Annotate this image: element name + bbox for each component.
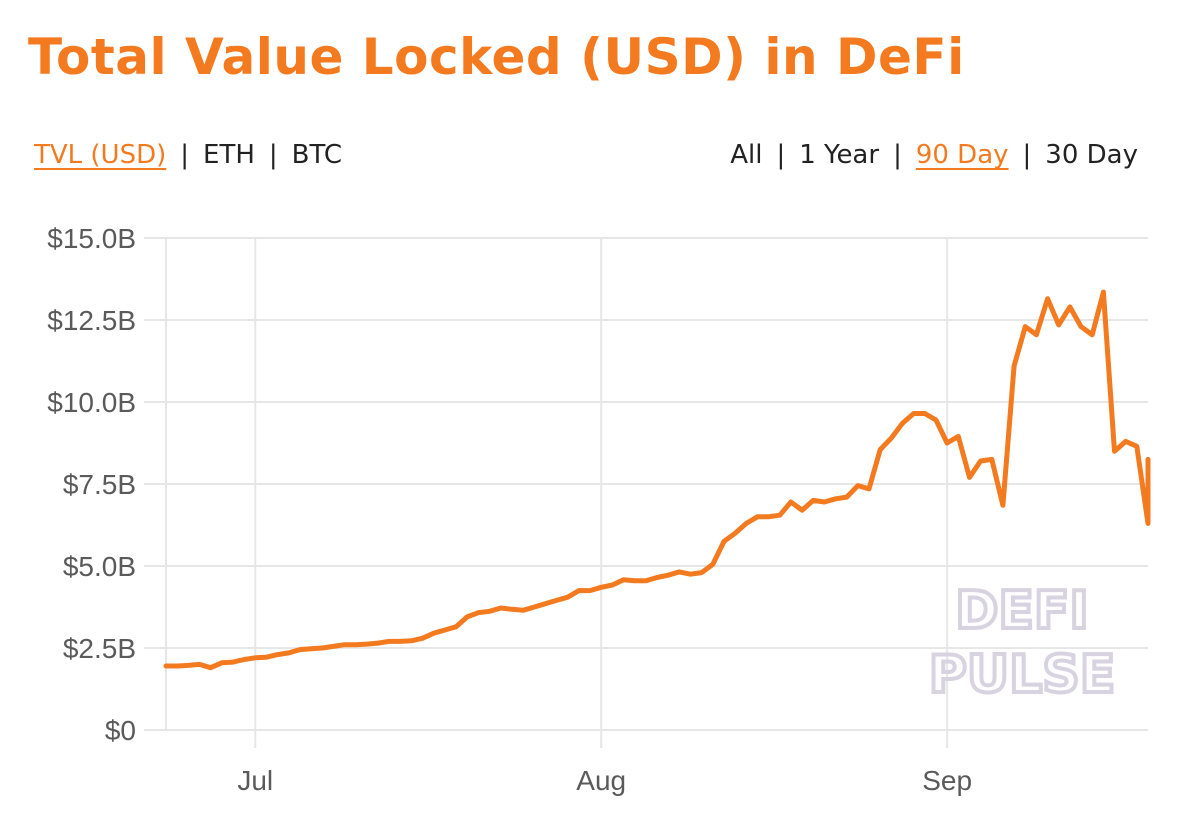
x-tick-label: Jul bbox=[237, 765, 273, 796]
unit-option-btc[interactable]: BTC bbox=[292, 140, 342, 170]
x-tick-label: Sep bbox=[922, 765, 972, 796]
defi-pulse-watermark: DEFI PULSE bbox=[929, 581, 1115, 705]
y-tick-label: $2.5B bbox=[63, 633, 136, 664]
separator: | bbox=[180, 140, 189, 170]
tvl-line-chart: DEFI PULSE $0 $2.5B $5.0B $7.5B $10.0B $12.5B… bbox=[0, 200, 1200, 810]
separator: | bbox=[893, 140, 902, 170]
separator: | bbox=[1023, 140, 1032, 170]
watermark-line1: DEFI bbox=[955, 581, 1089, 641]
range-toggle: All | 1 Year | 90 Day | 30 Day bbox=[730, 140, 1138, 170]
separator: | bbox=[776, 140, 785, 170]
y-tick-label: $7.5B bbox=[63, 469, 136, 500]
y-tick-label: $5.0B bbox=[63, 551, 136, 582]
page-title: Total Value Locked (USD) in DeFi bbox=[28, 28, 965, 86]
x-tick-label: Aug bbox=[576, 765, 626, 796]
unit-toggle: TVL (USD) | ETH | BTC bbox=[34, 140, 342, 170]
unit-option-tvl-usd[interactable]: TVL (USD) bbox=[34, 140, 166, 170]
y-tick-label: $12.5B bbox=[47, 305, 136, 336]
y-tick-label: $0 bbox=[105, 715, 136, 746]
separator: | bbox=[269, 140, 278, 170]
range-option-all[interactable]: All bbox=[730, 140, 762, 170]
watermark-line2: PULSE bbox=[929, 645, 1115, 705]
x-axis: Jul Aug Sep bbox=[237, 765, 972, 796]
range-option-30-day[interactable]: 30 Day bbox=[1045, 140, 1138, 170]
unit-option-eth[interactable]: ETH bbox=[203, 140, 255, 170]
y-axis: $0 $2.5B $5.0B $7.5B $10.0B $12.5B $15.0B bbox=[47, 223, 136, 746]
y-tick-label: $15.0B bbox=[47, 223, 136, 254]
y-tick-label: $10.0B bbox=[47, 387, 136, 418]
range-option-90-day[interactable]: 90 Day bbox=[916, 140, 1009, 170]
range-option-1-year[interactable]: 1 Year bbox=[799, 140, 879, 170]
